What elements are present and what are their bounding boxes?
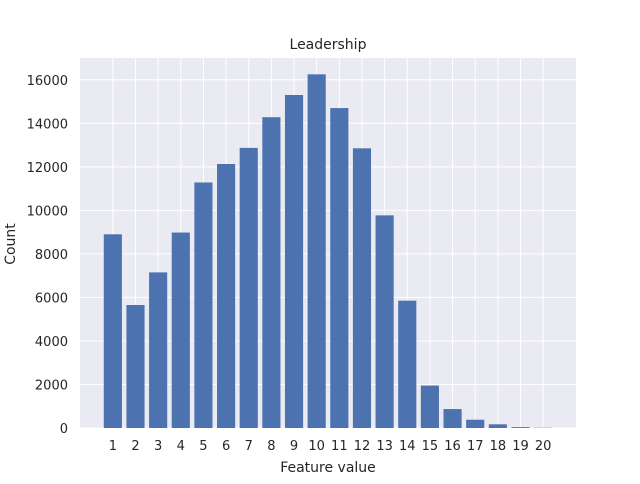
y-tick-label: 4000 (35, 335, 68, 350)
y-axis-label: Count (3, 223, 19, 265)
x-tick-label: 1 (109, 439, 117, 454)
chart-title: Leadership (290, 37, 367, 53)
bar-12 (353, 148, 371, 428)
y-tick-label: 6000 (35, 291, 68, 306)
y-tick-label: 2000 (35, 378, 68, 393)
bar-5 (194, 182, 212, 428)
bar-3 (149, 272, 167, 428)
x-tick-label: 17 (467, 439, 484, 454)
bar-4 (172, 233, 190, 428)
bar-15 (421, 386, 439, 428)
x-tick-label: 4 (177, 439, 185, 454)
x-tick-label: 8 (267, 439, 275, 454)
x-tick-label: 14 (399, 439, 416, 454)
x-tick-label: 15 (422, 439, 439, 454)
x-tick-label: 10 (308, 439, 325, 454)
x-tick-label: 7 (245, 439, 253, 454)
y-tick-labels: 0 2000 4000 6000 8000 10000 12000 14000 16000 (27, 74, 68, 437)
bar-13 (376, 215, 394, 428)
bar-2 (126, 305, 144, 428)
x-tick-label: 20 (535, 439, 552, 454)
x-tick-label: 12 (354, 439, 371, 454)
y-tick-label: 14000 (27, 117, 68, 132)
y-tick-label: 0 (60, 422, 68, 437)
x-tick-label: 11 (331, 439, 348, 454)
bar-19 (511, 427, 529, 428)
bar-18 (489, 424, 507, 428)
bar-11 (330, 108, 348, 428)
x-tick-label: 2 (131, 439, 139, 454)
bar-7 (240, 148, 258, 428)
bar-9 (285, 95, 303, 428)
x-tick-label: 9 (290, 439, 298, 454)
x-tick-label: 6 (222, 439, 230, 454)
x-axis-label: Feature value (280, 460, 376, 476)
y-tick-label: 16000 (27, 74, 68, 89)
x-tick-label: 3 (154, 439, 162, 454)
bar-6 (217, 164, 235, 428)
x-tick-label: 19 (512, 439, 529, 454)
bar-8 (262, 117, 280, 428)
y-tick-label: 8000 (35, 248, 68, 263)
bar-14 (398, 301, 416, 428)
bar-10 (308, 74, 326, 428)
bar-16 (444, 409, 462, 428)
x-tick-label: 18 (490, 439, 507, 454)
y-tick-label: 10000 (27, 204, 68, 219)
x-tick-label: 16 (444, 439, 461, 454)
x-tick-label: 13 (376, 439, 393, 454)
bar-17 (466, 420, 484, 428)
y-tick-label: 12000 (27, 161, 68, 176)
x-tick-label: 5 (199, 439, 207, 454)
bar-1 (104, 234, 122, 428)
